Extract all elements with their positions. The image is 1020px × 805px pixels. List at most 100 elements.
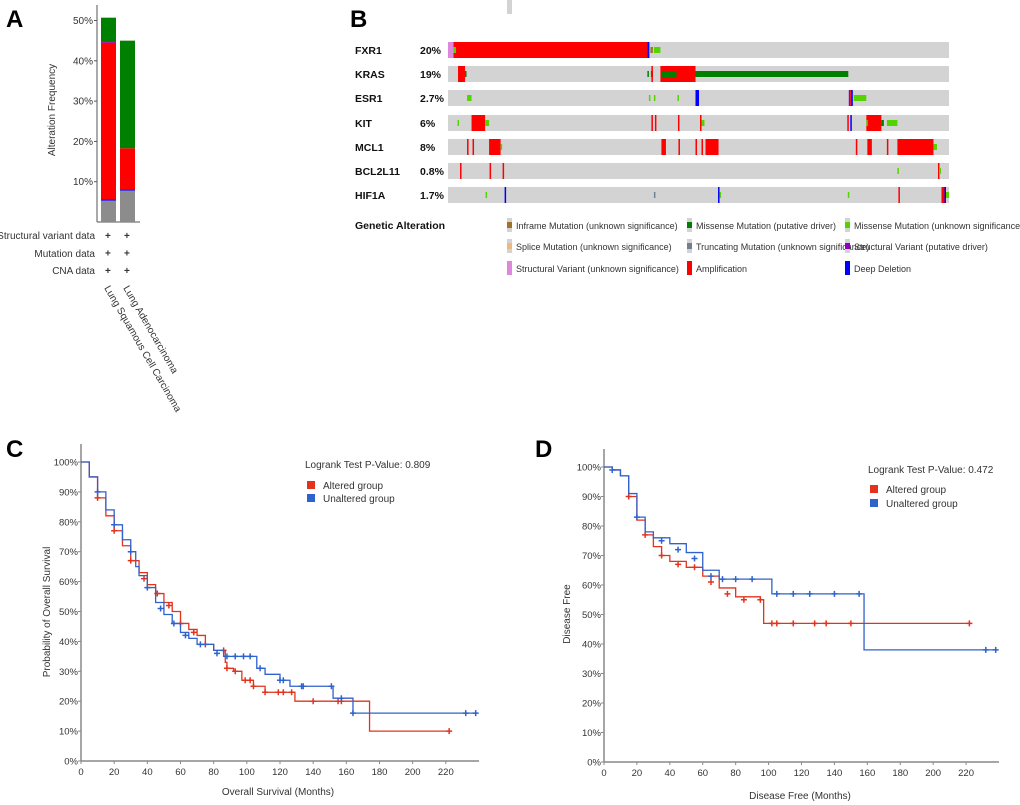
d-censor-mark-unaltered xyxy=(691,555,698,562)
d-x-tick-label: 180 xyxy=(892,768,908,779)
c-x-axis-label: Overall Survival (Months) xyxy=(222,787,334,798)
a-bar-segment-amp xyxy=(120,148,135,190)
c-censor-mark-altered xyxy=(165,602,172,609)
c-y-tick-label: 40% xyxy=(59,637,79,648)
legend-swatch-mis_vus xyxy=(845,222,850,228)
alteration-amp xyxy=(850,90,852,106)
alteration-amp xyxy=(866,115,882,131)
c-x-tick-label: 20 xyxy=(109,767,120,778)
alteration-mis_vus xyxy=(945,192,949,198)
d-x-tick-label: 120 xyxy=(794,768,810,779)
c-censor-mark-altered xyxy=(280,689,287,696)
alteration-mis_driver xyxy=(881,120,884,126)
d-x-tick-label: 200 xyxy=(925,768,941,779)
alteration-mis_vus xyxy=(485,120,490,126)
c-legend-unaltered: Unaltered group xyxy=(323,494,395,505)
alteration-amp xyxy=(886,139,889,155)
a-bar-segment-mis_driver xyxy=(120,40,135,149)
d-censor-mark-altered xyxy=(773,620,780,627)
c-y-tick-label: 90% xyxy=(59,487,79,498)
c-legend-swatch-unaltered xyxy=(307,494,315,502)
c-censor-mark-altered xyxy=(247,677,254,684)
c-censor-mark-altered xyxy=(223,665,230,672)
gene-label: BCL2L11 xyxy=(355,166,400,178)
panel-a-bar-chart: 10% 20% 30% 40% 50% + + + + + + xyxy=(73,5,140,277)
c-y-axis-label: Probability of Overall Survival xyxy=(42,547,53,678)
d-censor-mark-unaltered xyxy=(982,646,989,653)
alteration-del xyxy=(504,187,507,203)
a-y-axis-label: Alteration Frequency xyxy=(47,64,58,156)
d-censor-mark-unaltered xyxy=(831,590,838,597)
d-censor-mark-altered xyxy=(823,620,830,627)
alteration-mis_vus xyxy=(933,144,937,150)
d-y-tick-label: 20% xyxy=(582,699,602,710)
alteration-mis_vus xyxy=(938,168,941,174)
alteration-amp xyxy=(855,139,858,155)
d-x-axis-label: Disease Free (Months) xyxy=(749,791,851,802)
gene-percent: 2.7% xyxy=(420,93,445,105)
oncoprint-track xyxy=(448,187,949,203)
panel-label-a: A xyxy=(6,6,23,33)
a-bar-segment-multi xyxy=(101,200,116,222)
d-x-tick-label: 220 xyxy=(958,768,974,779)
alteration-mis_driver xyxy=(661,71,677,77)
d-y-tick-label: 0% xyxy=(587,758,601,769)
d-censor-mark-altered xyxy=(658,552,665,559)
c-censor-mark-unaltered xyxy=(157,605,164,612)
alteration-amp xyxy=(678,139,680,155)
legend-swatch-sv_driver xyxy=(845,243,850,249)
a-data-mark: + xyxy=(105,249,111,260)
d-censor-mark-unaltered xyxy=(633,514,640,521)
alteration-del xyxy=(695,90,700,106)
gene-label: ESR1 xyxy=(355,93,383,105)
d-censor-mark-altered xyxy=(675,561,682,568)
oncoprint-track xyxy=(448,139,949,155)
d-legend-unaltered: Unaltered group xyxy=(886,499,958,510)
d-censor-mark-unaltered xyxy=(749,576,756,583)
a-y-tick-label: 40% xyxy=(73,56,93,67)
alteration-mis_vus xyxy=(886,120,898,126)
legend-label: Missense Mutation (unknown significance) xyxy=(854,221,1020,231)
c-censor-mark-unaltered xyxy=(328,683,335,690)
d-y-tick-label: 100% xyxy=(577,463,602,474)
c-y-tick-label: 100% xyxy=(54,458,79,469)
c-censor-mark-unaltered xyxy=(300,683,307,690)
c-censor-mark-unaltered xyxy=(182,632,189,639)
c-censor-mark-altered xyxy=(310,698,317,705)
c-censor-mark-unaltered xyxy=(257,665,264,672)
oncoprint-track xyxy=(448,115,949,131)
d-x-tick-label: 40 xyxy=(665,768,676,779)
d-x-tick-label: 100 xyxy=(761,768,777,779)
c-censor-mark-unaltered xyxy=(223,653,230,660)
alteration-amp xyxy=(651,115,653,131)
alteration-amp xyxy=(651,66,653,82)
legend-label: Inframe Mutation (unknown significance) xyxy=(516,221,678,231)
d-y-tick-label: 80% xyxy=(582,522,602,533)
alteration-mis_vus xyxy=(897,168,899,174)
legend-label: Truncating Mutation (unknown significanc… xyxy=(696,242,869,252)
c-y-tick-label: 70% xyxy=(59,547,79,558)
alteration-del xyxy=(944,187,946,203)
alteration-amp xyxy=(695,139,697,155)
c-survival-curve-altered xyxy=(81,461,450,732)
d-censor-mark-altered xyxy=(790,620,797,627)
c-censor-mark-altered xyxy=(262,689,269,696)
d-censor-mark-unaltered xyxy=(609,466,616,473)
panel-label-c: C xyxy=(6,436,23,463)
gene-label: KRAS xyxy=(355,69,385,81)
d-legend-swatch-altered xyxy=(870,485,878,493)
alteration-mis_vus xyxy=(701,120,705,126)
d-censor-mark-altered xyxy=(740,596,747,603)
c-x-tick-label: 160 xyxy=(338,767,354,778)
legend-label: Splice Mutation (unknown significance) xyxy=(516,242,672,252)
panel-label-b: B xyxy=(350,6,367,33)
c-x-tick-label: 220 xyxy=(438,767,454,778)
a-bar-segment-multi xyxy=(120,190,135,222)
alteration-amp xyxy=(654,115,657,131)
gene-label: HIF1A xyxy=(355,190,386,202)
d-censor-mark-altered xyxy=(724,590,731,597)
c-censor-mark-unaltered xyxy=(472,710,479,717)
d-censor-mark-altered xyxy=(757,596,764,603)
d-censor-mark-altered xyxy=(642,531,649,538)
